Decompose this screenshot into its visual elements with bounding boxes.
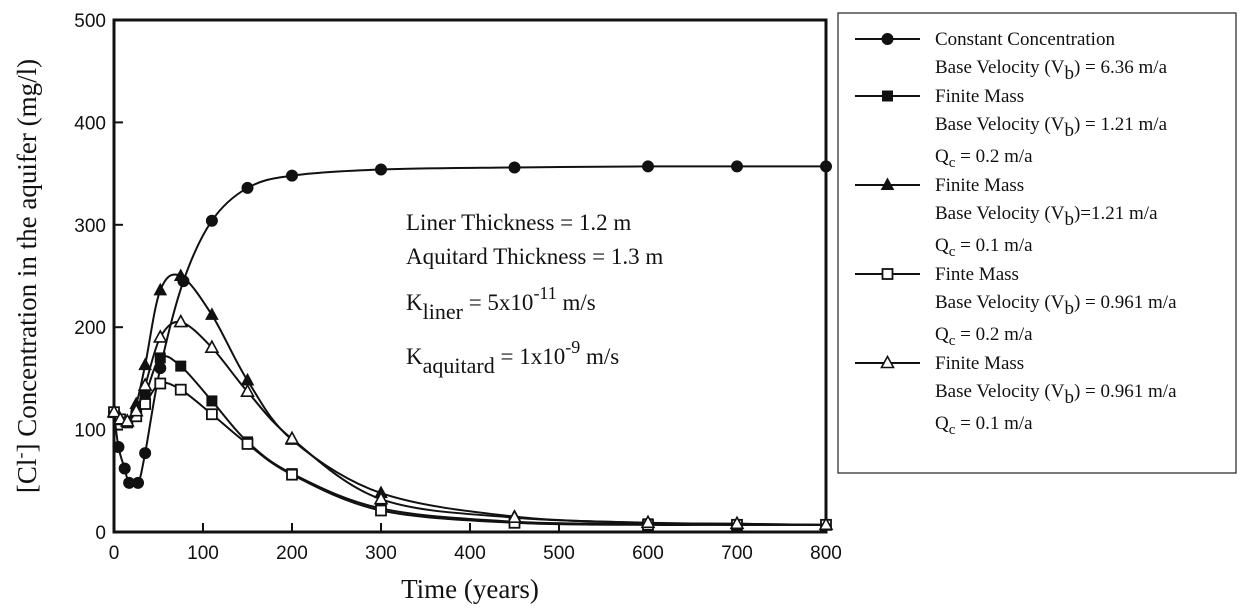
data-point bbox=[286, 169, 298, 182]
y-axis-title: [Cl-] Concentration in the aquifer (mg/l… bbox=[10, 59, 42, 493]
data-point bbox=[173, 268, 188, 281]
y-tick-label: 200 bbox=[74, 318, 106, 339]
x-tick-label: 300 bbox=[365, 543, 397, 564]
data-point bbox=[205, 408, 218, 421]
y-tick-label: 300 bbox=[74, 216, 106, 237]
legend-entry-1: Constant Concentration Base Velocity (Vb)… bbox=[855, 29, 1168, 84]
series-layer bbox=[106, 160, 834, 531]
legend-entry-2: Finite Mass Base Velocity (Vb) = 1.21 m/a… bbox=[855, 86, 1168, 171]
x-tick-label: 500 bbox=[543, 543, 575, 564]
series-2 bbox=[108, 352, 832, 531]
data-point bbox=[729, 515, 745, 530]
legend-label: Finite Mass bbox=[935, 175, 1024, 196]
legend-label: Constant Concentration bbox=[935, 29, 1115, 50]
data-point bbox=[284, 430, 300, 445]
annotation-k-liner: Kliner = 5x10-11 m/s bbox=[406, 283, 596, 324]
legend-marker bbox=[881, 268, 894, 280]
data-point bbox=[139, 398, 152, 410]
data-point bbox=[286, 468, 298, 481]
legend-qc: Qc = 0.2 m/a bbox=[935, 146, 1033, 171]
legend-frame bbox=[837, 12, 1237, 474]
data-point bbox=[206, 395, 218, 407]
y-tick-label: 100 bbox=[74, 421, 106, 442]
legend-qc: Qc = 0.1 m/a bbox=[935, 413, 1033, 438]
data-point bbox=[375, 504, 387, 517]
data-point bbox=[173, 313, 189, 328]
y-tick-label: 0 bbox=[95, 523, 106, 544]
x-tick-label: 700 bbox=[721, 543, 753, 564]
legend-qc: Qc = 0.2 m/a bbox=[935, 324, 1033, 349]
data-point bbox=[138, 357, 152, 371]
data-point bbox=[153, 282, 168, 296]
legend-velocity: Base Velocity (Vb)=1.21 m/a bbox=[935, 203, 1158, 230]
legend-velocity: Base Velocity (Vb) = 0.961 m/a bbox=[935, 381, 1177, 408]
x-tick-label: 400 bbox=[454, 543, 486, 564]
data-point bbox=[204, 339, 220, 353]
x-tick-label: 800 bbox=[810, 543, 842, 564]
data-point bbox=[106, 404, 122, 418]
legend-velocity: Base Velocity (Vb) = 1.21 m/a bbox=[935, 114, 1168, 141]
data-point bbox=[507, 509, 522, 523]
legend-label: Finte Mass bbox=[935, 264, 1019, 285]
data-point bbox=[154, 377, 167, 390]
data-point bbox=[375, 163, 387, 176]
legend-label: Finite Mass bbox=[935, 353, 1024, 374]
legend-velocity: Base Velocity (Vb) = 6.36 m/a bbox=[935, 57, 1168, 84]
data-point bbox=[508, 161, 521, 174]
legend: Constant Concentration Base Velocity (Vb)… bbox=[837, 12, 1237, 474]
data-point bbox=[154, 352, 166, 364]
parameter-annotation: Liner Thickness = 1.2 m Aquitard Thickne… bbox=[406, 210, 663, 378]
legend-label: Finite Mass bbox=[935, 86, 1024, 107]
legend-entry-3: Finite Mass Base Velocity (Vb)=1.21 m/a Qc… bbox=[855, 175, 1158, 260]
data-point bbox=[373, 491, 389, 505]
legend-entry-5: Finite Mass Base Velocity (Vb) = 0.961 m/… bbox=[855, 353, 1177, 438]
data-point bbox=[241, 438, 254, 450]
series-line bbox=[113, 381, 826, 526]
data-point bbox=[205, 214, 218, 227]
data-point bbox=[241, 181, 254, 194]
legend-qc: Qc = 0.1 m/a bbox=[935, 235, 1033, 260]
data-point bbox=[137, 377, 153, 391]
legend-marker bbox=[880, 177, 895, 190]
legend-marker bbox=[881, 33, 894, 45]
x-tick-label: 100 bbox=[187, 543, 219, 564]
plot-frame bbox=[112, 18, 828, 534]
data-point bbox=[112, 441, 125, 454]
x-tick-label: 200 bbox=[276, 543, 308, 564]
data-point bbox=[731, 160, 743, 173]
series-line bbox=[113, 355, 827, 526]
data-point bbox=[205, 307, 219, 320]
legend-marker bbox=[880, 354, 895, 369]
data-point bbox=[118, 462, 131, 475]
annotation-liner-thickness: Liner Thickness = 1.2 m bbox=[406, 210, 631, 235]
data-point bbox=[818, 516, 834, 531]
data-point bbox=[128, 402, 144, 417]
data-point bbox=[175, 360, 187, 372]
data-point bbox=[820, 160, 832, 173]
data-point bbox=[174, 383, 187, 396]
data-point bbox=[640, 514, 656, 529]
data-point bbox=[132, 476, 145, 489]
axis-ticks: 0 100 200 300 400 500 600 700 800 0 100 200 300 400 50… bbox=[74, 11, 842, 564]
data-point bbox=[120, 413, 135, 427]
data-point bbox=[240, 383, 255, 398]
annotation-k-aquitard: Kaquitard = 1x10-9 m/s bbox=[406, 337, 619, 378]
data-point bbox=[139, 447, 152, 460]
data-point bbox=[152, 329, 168, 343]
legend-velocity: Base Velocity (Vb) = 0.961 m/a bbox=[935, 292, 1177, 319]
legend-marker bbox=[882, 90, 893, 102]
data-point bbox=[642, 160, 654, 173]
x-tick-label: 600 bbox=[632, 543, 664, 564]
series-line bbox=[113, 320, 827, 526]
legend-entry-4: Finte Mass Base Velocity (Vb) = 0.961 m/a… bbox=[855, 264, 1177, 349]
data-point bbox=[240, 372, 255, 386]
y-tick-label: 500 bbox=[74, 11, 106, 32]
x-axis-title: Time (years) bbox=[401, 574, 539, 604]
y-tick-label: 400 bbox=[74, 113, 106, 134]
annotation-aquitard-thickness: Aquitard Thickness = 1.3 m bbox=[406, 244, 663, 269]
x-tick-label: 0 bbox=[109, 543, 120, 564]
series-5 bbox=[106, 313, 834, 531]
